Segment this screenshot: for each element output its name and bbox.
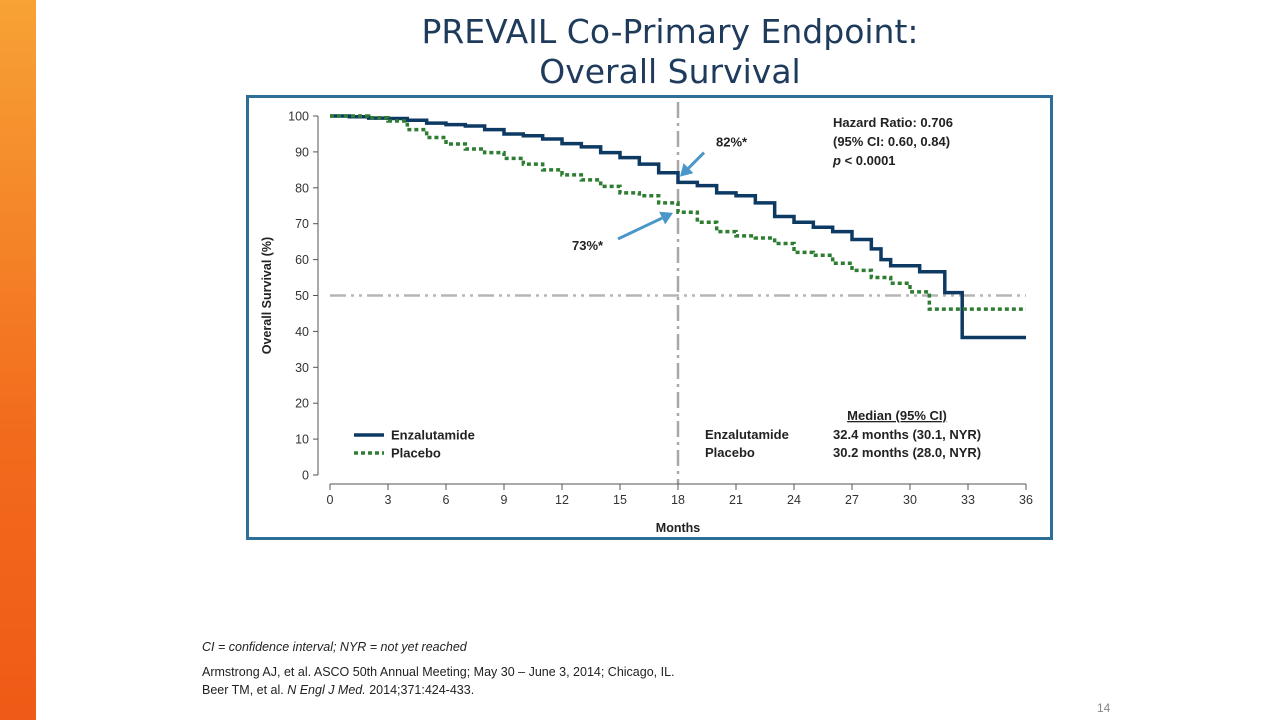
median-row-value: 32.4 months (30.1, NYR)	[833, 427, 981, 442]
callout-arrow-placebo	[617, 211, 673, 241]
arrow-shaft	[617, 216, 663, 241]
y-tick-label: 70	[295, 217, 309, 231]
x-tick-label: 21	[729, 493, 743, 507]
y-tick-label: 80	[295, 181, 309, 195]
y-tick-label: 30	[295, 361, 309, 375]
x-tick-label: 12	[555, 493, 569, 507]
reference-lines	[330, 102, 1026, 484]
y-tick-label: 10	[295, 433, 309, 447]
arrow-head	[659, 211, 673, 225]
median-row-name: Placebo	[705, 445, 755, 460]
reference-1: Armstrong AJ, et al. ASCO 50th Annual Me…	[202, 665, 675, 679]
legend-label-placebo: Placebo	[391, 446, 441, 461]
callout-label-enzalutamide: 82%*	[716, 135, 748, 150]
y-axis-label: Overall Survival (%)	[260, 237, 274, 354]
x-tick-label: 33	[961, 493, 975, 507]
median-row-value: 30.2 months (28.0, NYR)	[833, 445, 981, 460]
median-table-header: Median (95% CI)	[847, 408, 947, 423]
page-number: 14	[1097, 701, 1111, 715]
y-tick-label: 60	[295, 253, 309, 267]
reference-2-citation: 2014;371:424-433.	[365, 683, 475, 697]
arrow-head	[680, 163, 694, 177]
median-row-name: Enzalutamide	[705, 427, 789, 442]
x-tick-label: 15	[613, 493, 627, 507]
slide-title: PREVAIL Co-Primary Endpoint: Overall Sur…	[300, 12, 1040, 92]
x-tick-label: 24	[787, 493, 801, 507]
reference-2: Beer TM, et al. N Engl J Med. 2014;371:4…	[202, 683, 474, 697]
p-value-symbol: p	[832, 153, 841, 168]
reference-2-journal: N Engl J Med.	[287, 683, 366, 697]
x-tick-label: 30	[903, 493, 917, 507]
x-tick-label: 3	[385, 493, 392, 507]
x-tick-label: 27	[845, 493, 859, 507]
series-line-placebo	[330, 114, 1026, 311]
hazard-ratio-ci: (95% CI: 0.60, 0.84)	[833, 134, 950, 149]
x-tick-label: 36	[1019, 493, 1033, 507]
y-tick-label: 100	[288, 110, 309, 124]
title-line-2: Overall Survival	[539, 52, 801, 91]
arrow-shaft	[687, 151, 706, 170]
reference-2-authors: Beer TM, et al.	[202, 683, 288, 697]
hazard-ratio-text: Hazard Ratio: 0.706	[833, 115, 953, 130]
chart-frame: 0 10 20 30 40 50 60 70 80 90 100 Overall Survival (…	[246, 95, 1053, 540]
callout-arrow-enzalutamide	[680, 151, 706, 177]
x-tick-label: 18	[671, 493, 685, 507]
p-value-number: < 0.0001	[841, 153, 896, 168]
title-line-1: PREVAIL Co-Primary Endpoint:	[421, 12, 919, 51]
legend-label-enzalutamide: Enzalutamide	[391, 428, 475, 443]
x-tick-label: 0	[327, 493, 334, 507]
x-axis-label: Months	[656, 521, 700, 535]
y-tick-label: 90	[295, 145, 309, 159]
y-tick-label: 0	[302, 469, 309, 483]
series-layer	[330, 114, 1026, 340]
callout-label-placebo: 73%*	[572, 238, 604, 253]
x-tick-label: 6	[443, 493, 450, 507]
x-tick-label: 9	[501, 493, 508, 507]
y-tick-label: 50	[295, 289, 309, 303]
series-line-enzalutamide	[330, 114, 1026, 340]
accent-side-bar	[0, 0, 36, 720]
y-tick-label: 40	[295, 325, 309, 339]
footnote-abbreviations: CI = confidence interval; NYR = not yet …	[202, 640, 467, 654]
annotation-layer: Enzalutamide Placebo 82%* 73%* Hazard Ratio:…	[354, 115, 981, 461]
y-tick-label: 20	[295, 397, 309, 411]
p-value-text: p < 0.0001	[832, 153, 896, 168]
